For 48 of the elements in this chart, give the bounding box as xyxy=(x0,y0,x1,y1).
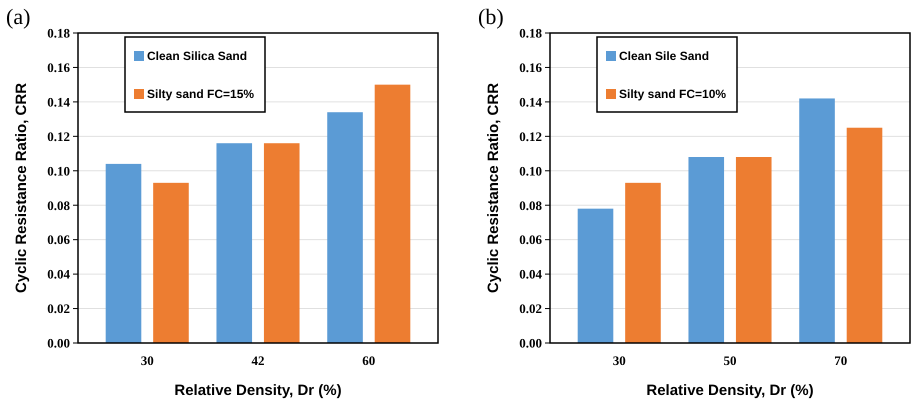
bar xyxy=(327,112,363,343)
y-tick-label: 0.16 xyxy=(519,60,542,75)
y-tick-label: 0.06 xyxy=(519,232,542,248)
bar xyxy=(625,182,661,343)
y-tick-label: 0.08 xyxy=(519,198,542,213)
y-axis-title: Cyclic Resistance Ratio, CRR xyxy=(485,82,502,294)
bar xyxy=(216,143,252,343)
x-tick-label: 50 xyxy=(724,353,736,368)
bar xyxy=(799,98,835,343)
y-tick-label: 0.18 xyxy=(519,26,542,41)
y-tick-label: 0.04 xyxy=(519,266,542,282)
bar xyxy=(688,157,724,343)
x-tick-label: 30 xyxy=(140,353,154,368)
bar xyxy=(106,164,142,343)
y-tick-label: 0.12 xyxy=(519,128,542,144)
y-tick-label: 0.08 xyxy=(47,198,70,213)
chart-title: (a) xyxy=(6,4,30,29)
bar xyxy=(374,84,410,343)
y-tick-label: 0.12 xyxy=(47,128,70,144)
x-axis-title: Relative Density, Dr (%) xyxy=(174,382,342,399)
x-tick-label: 30 xyxy=(612,353,626,368)
y-tick-label: 0.18 xyxy=(47,26,70,41)
y-tick-label: 0.06 xyxy=(47,232,70,248)
bar xyxy=(264,143,300,343)
y-tick-label: 0.10 xyxy=(519,163,542,178)
y-tick-label: 0.14 xyxy=(519,94,542,110)
bar xyxy=(736,157,772,343)
y-tick-label: 0.00 xyxy=(47,336,70,351)
x-tick-label: 60 xyxy=(362,353,376,368)
legend-label: Clean Sile Sand xyxy=(619,49,710,64)
chart-title: (b) xyxy=(478,4,504,29)
x-tick-label: 70 xyxy=(834,353,848,368)
y-axis-title: Cyclic Resistance Ratio, CRR xyxy=(13,82,30,294)
y-tick-label: 0.10 xyxy=(47,163,70,178)
legend-label: Silty sand FC=10% xyxy=(619,87,726,102)
y-tick-label: 0.16 xyxy=(47,60,70,75)
bar xyxy=(846,128,882,343)
y-tick-label: 0.00 xyxy=(519,336,542,351)
legend-label: Clean Silica Sand xyxy=(147,49,248,64)
bar xyxy=(153,182,189,343)
legend-label: Silty sand FC=15% xyxy=(147,87,254,102)
bar xyxy=(578,208,614,343)
y-tick-label: 0.02 xyxy=(519,301,542,316)
y-tick-label: 0.02 xyxy=(47,301,70,316)
x-axis-title: Relative Density, Dr (%) xyxy=(646,382,814,399)
x-tick-label: 42 xyxy=(252,353,264,368)
y-tick-label: 0.14 xyxy=(47,94,70,110)
y-tick-label: 0.04 xyxy=(47,266,70,282)
